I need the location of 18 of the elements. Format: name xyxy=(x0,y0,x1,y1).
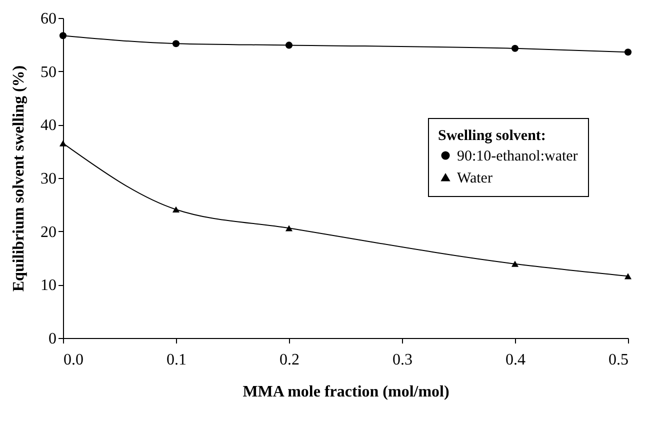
y-tick-label: 60 xyxy=(40,10,56,28)
x-tick-label: 0.5 xyxy=(608,352,628,368)
y-axis-title: Equilibrium solvent swelling (%) xyxy=(10,65,28,292)
x-tick-label: 0.0 xyxy=(64,352,84,368)
y-tick-label: 10 xyxy=(40,277,56,294)
x-tick-label: 0.1 xyxy=(166,352,186,368)
y-tick-label: 40 xyxy=(40,117,56,134)
x-tick-label: 0.2 xyxy=(280,352,300,368)
y-tick-label: 0 xyxy=(48,330,56,348)
legend-label: Water xyxy=(457,170,492,186)
x-axis-title: MMA mole fraction (mol/mol) xyxy=(242,384,450,400)
legend-label: 90:10-ethanol:water xyxy=(457,148,578,164)
y-tick-label: 30 xyxy=(40,170,56,188)
y-tick-label: 50 xyxy=(40,64,56,81)
y-tick-label: 20 xyxy=(40,224,56,241)
x-tick-label: 0.4 xyxy=(506,352,526,368)
legend-title: Swelling solvent: xyxy=(438,128,546,144)
x-tick-label: 0.3 xyxy=(392,352,412,368)
